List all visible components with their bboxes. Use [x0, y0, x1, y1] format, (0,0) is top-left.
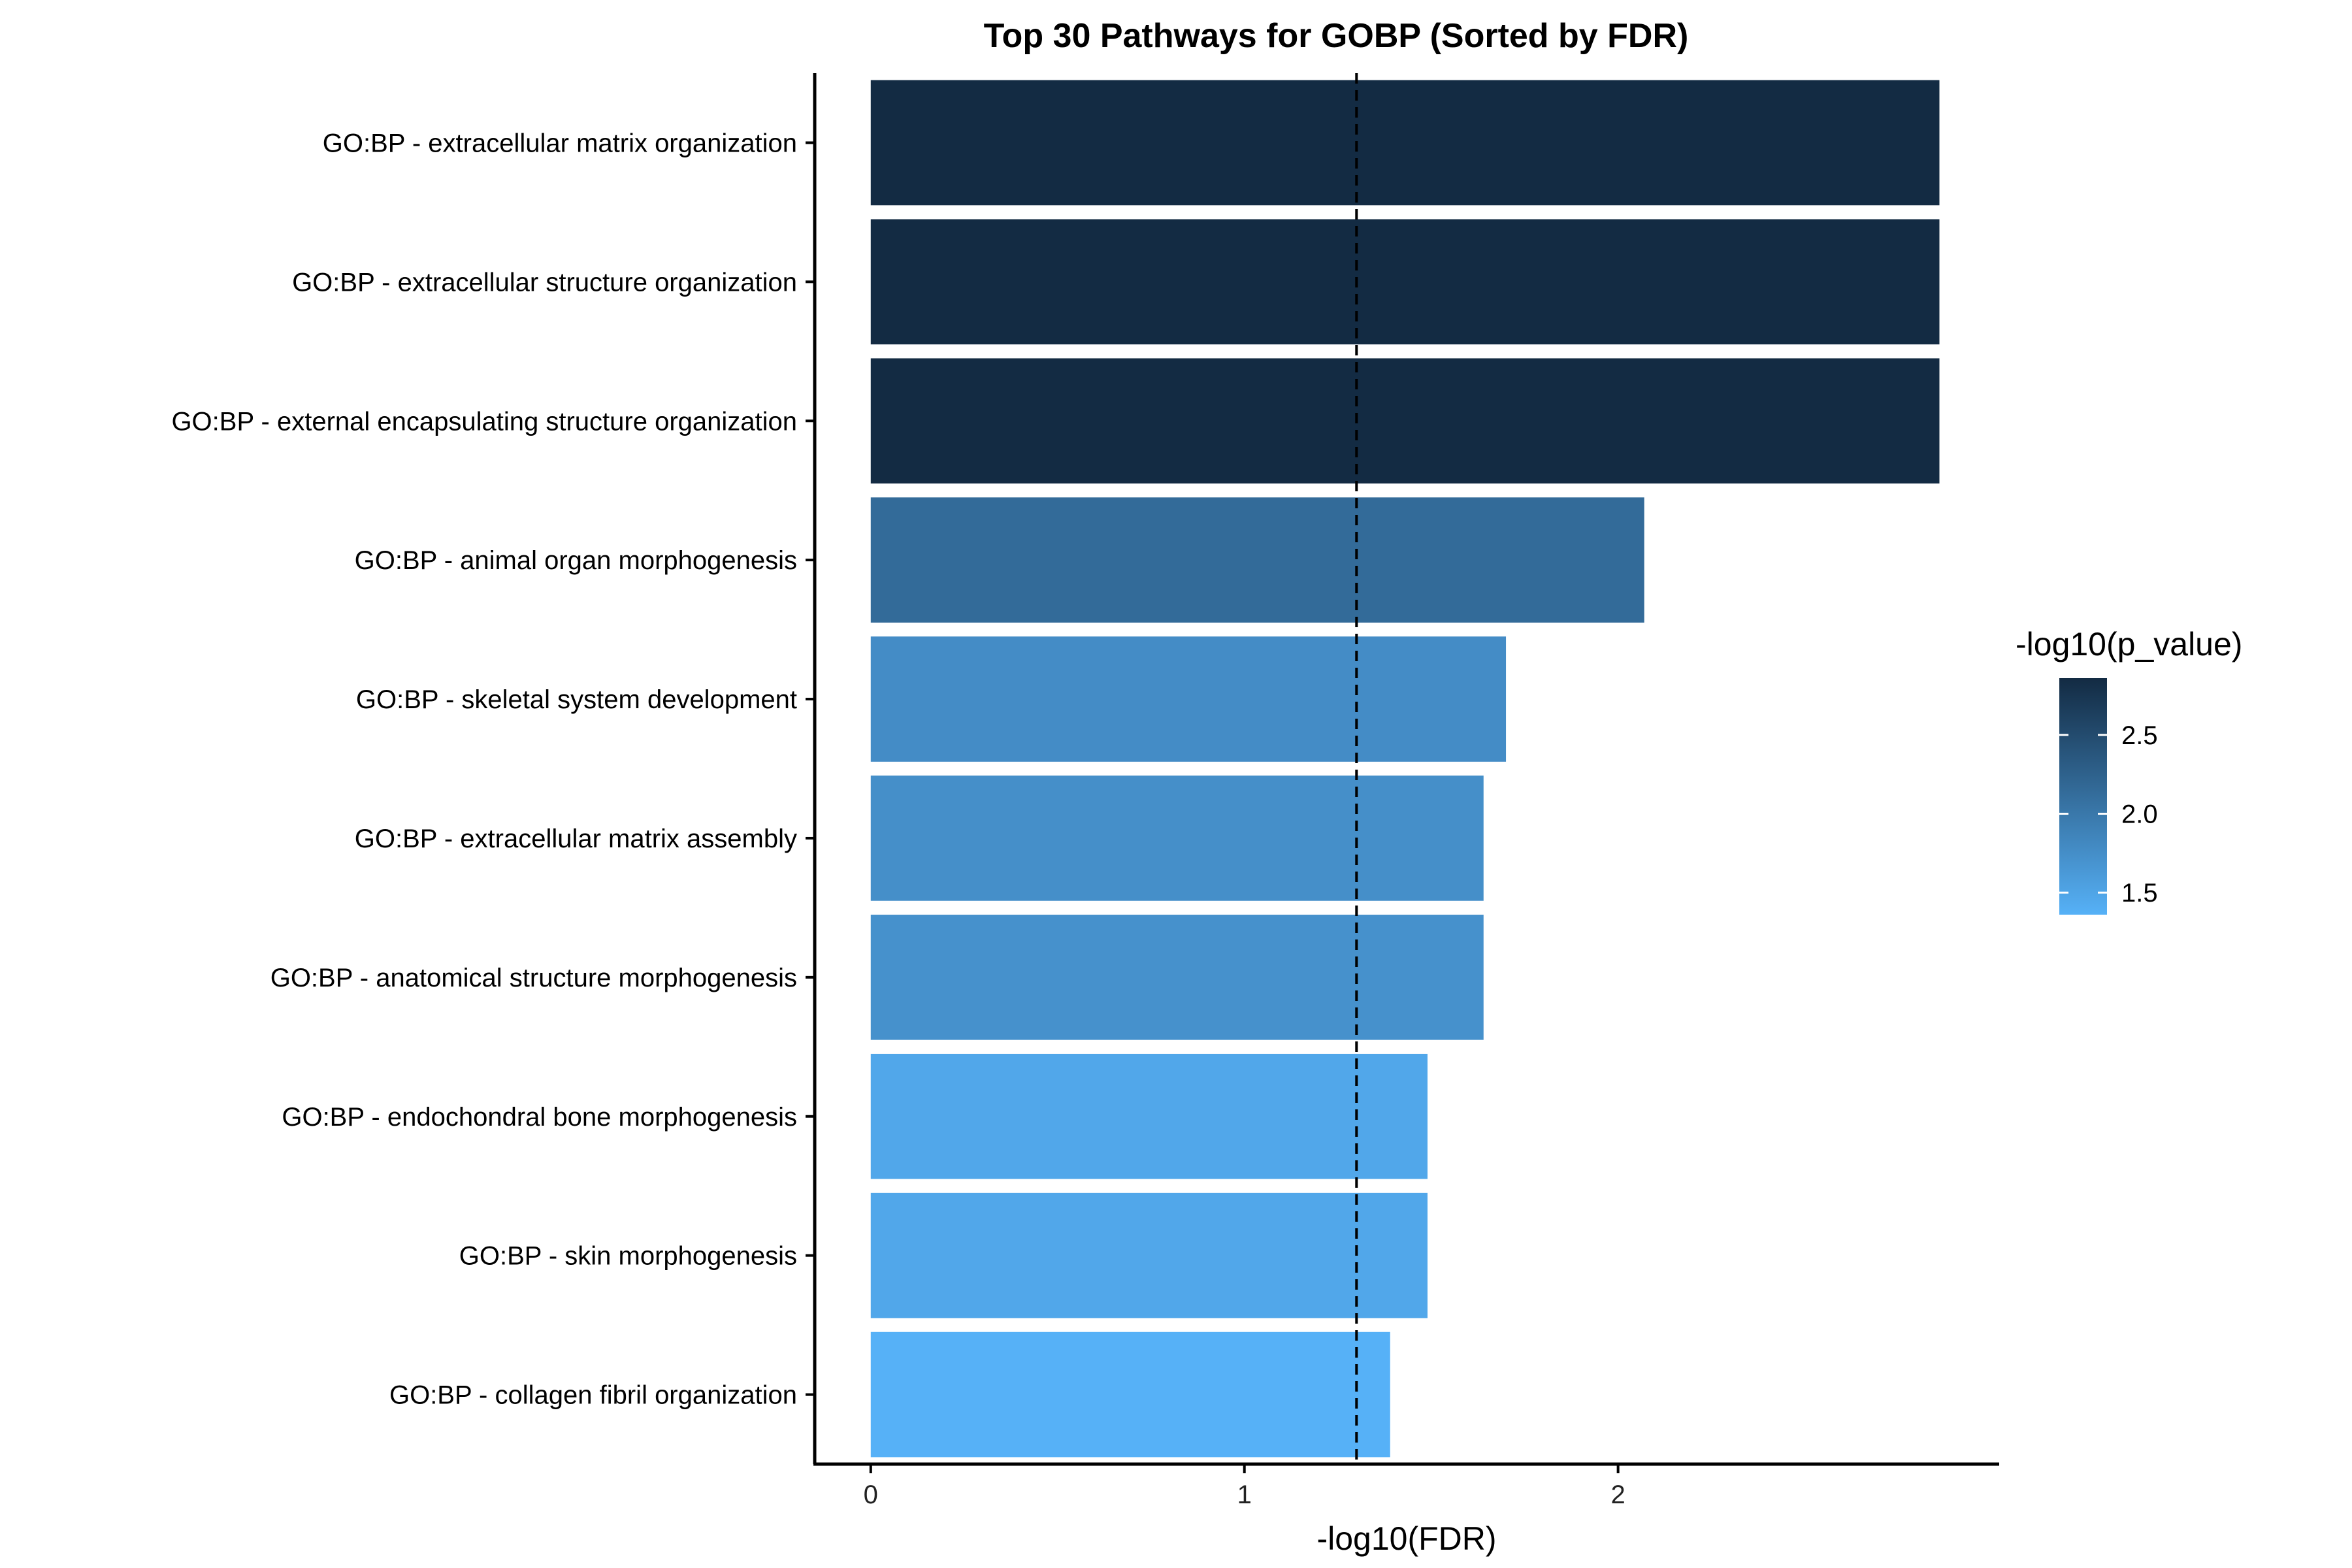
x-tick-label: 1 [1237, 1480, 1252, 1509]
colorbar [2059, 678, 2107, 915]
category-labels: GO:BP - extracellular matrix organizatio… [171, 129, 797, 1409]
legend-ticks: 1.5 2.0 2.5 [2059, 721, 2158, 907]
bar [870, 80, 1940, 206]
x-axis-title: -log10(FDR) [1316, 1520, 1496, 1557]
category-label: GO:BP - extracellular matrix organizatio… [323, 129, 797, 157]
x-axis-ticks: 0 1 2 [864, 1464, 1625, 1509]
category-label: GO:BP - anatomical structure morphogenes… [270, 964, 797, 992]
category-label: GO:BP - endochondral bone morphogenesis [282, 1103, 797, 1132]
category-label: GO:BP - skeletal system development [356, 685, 797, 714]
bar [870, 776, 1484, 901]
category-label: GO:BP - collagen fibril organization [389, 1381, 797, 1410]
bar [870, 1192, 1428, 1318]
color-legend: -log10(p_value) 1.5 2.0 2.5 [2016, 626, 2242, 915]
x-tick-label: 2 [1611, 1480, 1625, 1509]
bar [870, 219, 1940, 345]
category-label: GO:BP - external encapsulating structure… [171, 407, 797, 436]
bar [870, 358, 1940, 484]
bar [870, 1331, 1390, 1458]
category-label: GO:BP - skin morphogenesis [459, 1242, 797, 1271]
legend-tick-label: 1.5 [2121, 879, 2158, 907]
chart-title: Top 30 Pathways for GOBP (Sorted by FDR) [984, 17, 1689, 55]
bar [870, 1053, 1428, 1179]
legend-tick-label: 2.5 [2121, 721, 2158, 750]
legend-title: -log10(p_value) [2016, 626, 2242, 662]
category-label: GO:BP - animal organ morphogenesis [355, 546, 797, 575]
x-tick-label: 0 [864, 1480, 878, 1509]
bars-group [870, 80, 1940, 1458]
bar [870, 497, 1644, 623]
bar [870, 915, 1484, 1040]
category-label: GO:BP - extracellular structure organiza… [292, 268, 797, 297]
category-label: GO:BP - extracellular matrix assembly [355, 825, 797, 853]
legend-tick-label: 2.0 [2121, 800, 2158, 829]
bar [870, 636, 1507, 762]
